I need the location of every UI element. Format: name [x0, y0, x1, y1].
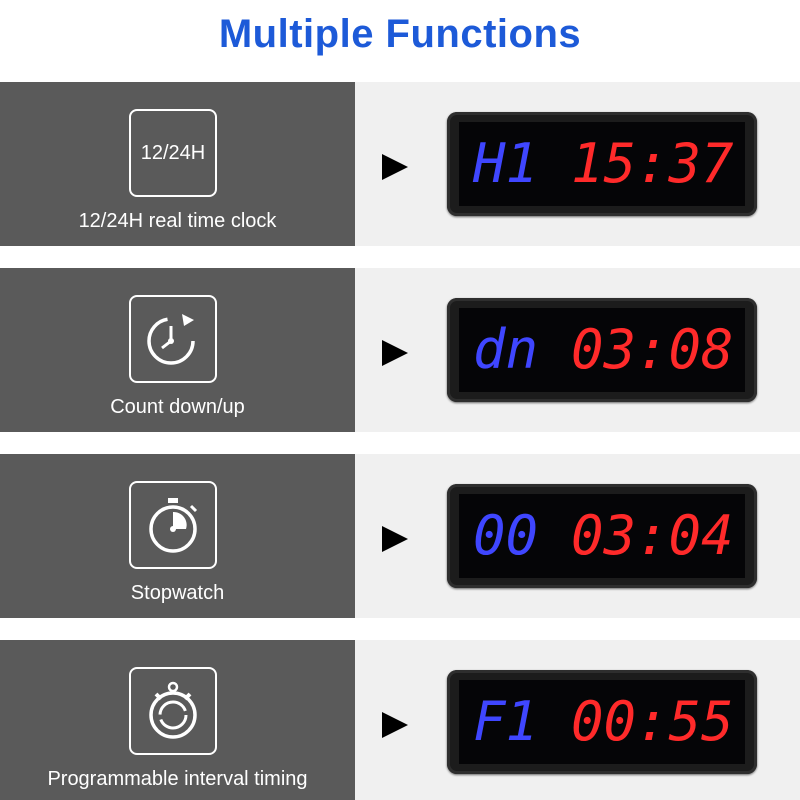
feature-label: 12/24H real time clock: [78, 210, 277, 232]
play-arrow-icon: [382, 154, 408, 180]
feature-row-clock: 12/24H 12/24H real time clock H1 15:37: [0, 82, 800, 246]
led-mode: dn: [473, 318, 539, 381]
feature-row-countdown: Count down/up dn 03:08: [0, 268, 800, 432]
led-display: H1 15:37: [447, 112, 757, 216]
feature-label: Stopwatch: [130, 582, 225, 604]
feature-panel: 12/24H 12/24H real time clock: [0, 82, 355, 246]
page-title: Multiple Functions: [218, 12, 582, 56]
play-arrow-icon: [382, 340, 408, 366]
display-panel: dn 03:08: [355, 268, 800, 432]
icon-text: 12/24H: [140, 141, 206, 164]
12-24h-text-icon: 12/24H: [129, 109, 217, 197]
led-time: 15:37: [571, 132, 734, 195]
stopwatch-icon: [129, 481, 217, 569]
interval-timer-icon: [129, 667, 217, 755]
display-panel: 00 03:04: [355, 454, 800, 618]
led-display: dn 03:08: [447, 298, 757, 402]
display-panel: F1 00:55: [355, 640, 800, 800]
led-time: 00:55: [571, 690, 734, 753]
feature-label: Count down/up: [110, 396, 245, 418]
led-mode: H1: [473, 132, 539, 195]
led-mode: F1: [473, 690, 539, 753]
play-arrow-icon: [382, 526, 408, 552]
led-time: 03:04: [571, 504, 734, 567]
play-arrow-icon: [382, 712, 408, 738]
feature-row-interval: Programmable interval timing F1 00:55: [0, 640, 800, 800]
display-panel: H1 15:37: [355, 82, 800, 246]
feature-panel: Stopwatch: [0, 454, 355, 618]
led-time: 03:08: [571, 318, 734, 381]
led-display: 00 03:04: [447, 484, 757, 588]
feature-label: Programmable interval timing: [47, 768, 308, 790]
feature-panel: Programmable interval timing: [0, 640, 355, 800]
countdown-clock-icon: [129, 295, 217, 383]
feature-row-stopwatch: Stopwatch 00 03:04: [0, 454, 800, 618]
feature-panel: Count down/up: [0, 268, 355, 432]
led-display: F1 00:55: [447, 670, 757, 774]
led-mode: 00: [473, 504, 539, 567]
